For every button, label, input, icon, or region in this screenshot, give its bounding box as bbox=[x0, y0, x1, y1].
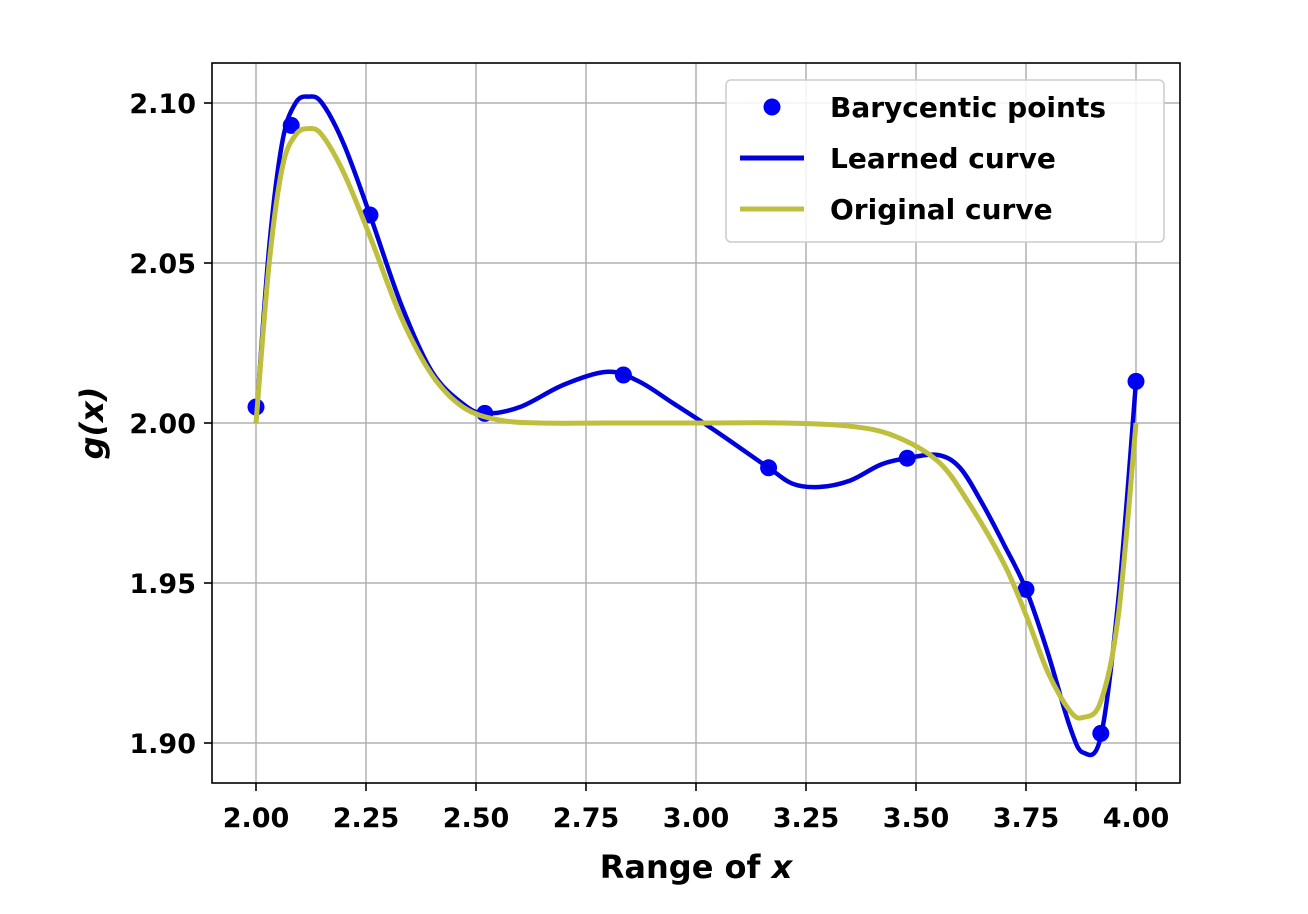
series-layer bbox=[247, 94, 1145, 758]
ticks: 2.00 2.25 2.50 2.75 3.00 3.25 3.50 3.75 4.00 1.90… bbox=[129, 89, 1169, 834]
x-tick-label: 2.75 bbox=[553, 803, 620, 834]
y-tick-label: 2.00 bbox=[129, 409, 196, 440]
learned-curve-line bbox=[253, 94, 1139, 758]
y-tick-label: 1.90 bbox=[129, 729, 196, 760]
x-tick-label: 4.00 bbox=[1103, 803, 1170, 834]
legend: Barycentic points Learned curve Original c… bbox=[725, 79, 1165, 243]
x-tick-label: 3.25 bbox=[773, 803, 840, 834]
y-tick-label: 1.95 bbox=[129, 569, 196, 600]
legend-label: Original curve bbox=[830, 193, 1053, 226]
original-curve-line bbox=[253, 126, 1139, 721]
legend-label: Learned curve bbox=[830, 142, 1056, 175]
y-tick-label: 2.10 bbox=[129, 89, 196, 120]
legend-marker-points bbox=[763, 98, 781, 116]
legend-label: Barycentic points bbox=[830, 91, 1106, 124]
y-tick-label: 2.05 bbox=[129, 249, 196, 280]
x-tick-label: 3.00 bbox=[663, 803, 730, 834]
x-tick-label: 2.50 bbox=[443, 803, 510, 834]
legend-box bbox=[725, 79, 1165, 243]
barycentric-point bbox=[1127, 372, 1145, 390]
x-tick-label: 3.75 bbox=[993, 803, 1060, 834]
x-tick-label: 3.50 bbox=[883, 803, 950, 834]
x-axis-label: Range of x bbox=[600, 848, 794, 886]
y-axis-label: g(x) bbox=[73, 387, 111, 460]
x-tick-label: 2.25 bbox=[333, 803, 400, 834]
x-tick-label: 2.00 bbox=[223, 803, 290, 834]
